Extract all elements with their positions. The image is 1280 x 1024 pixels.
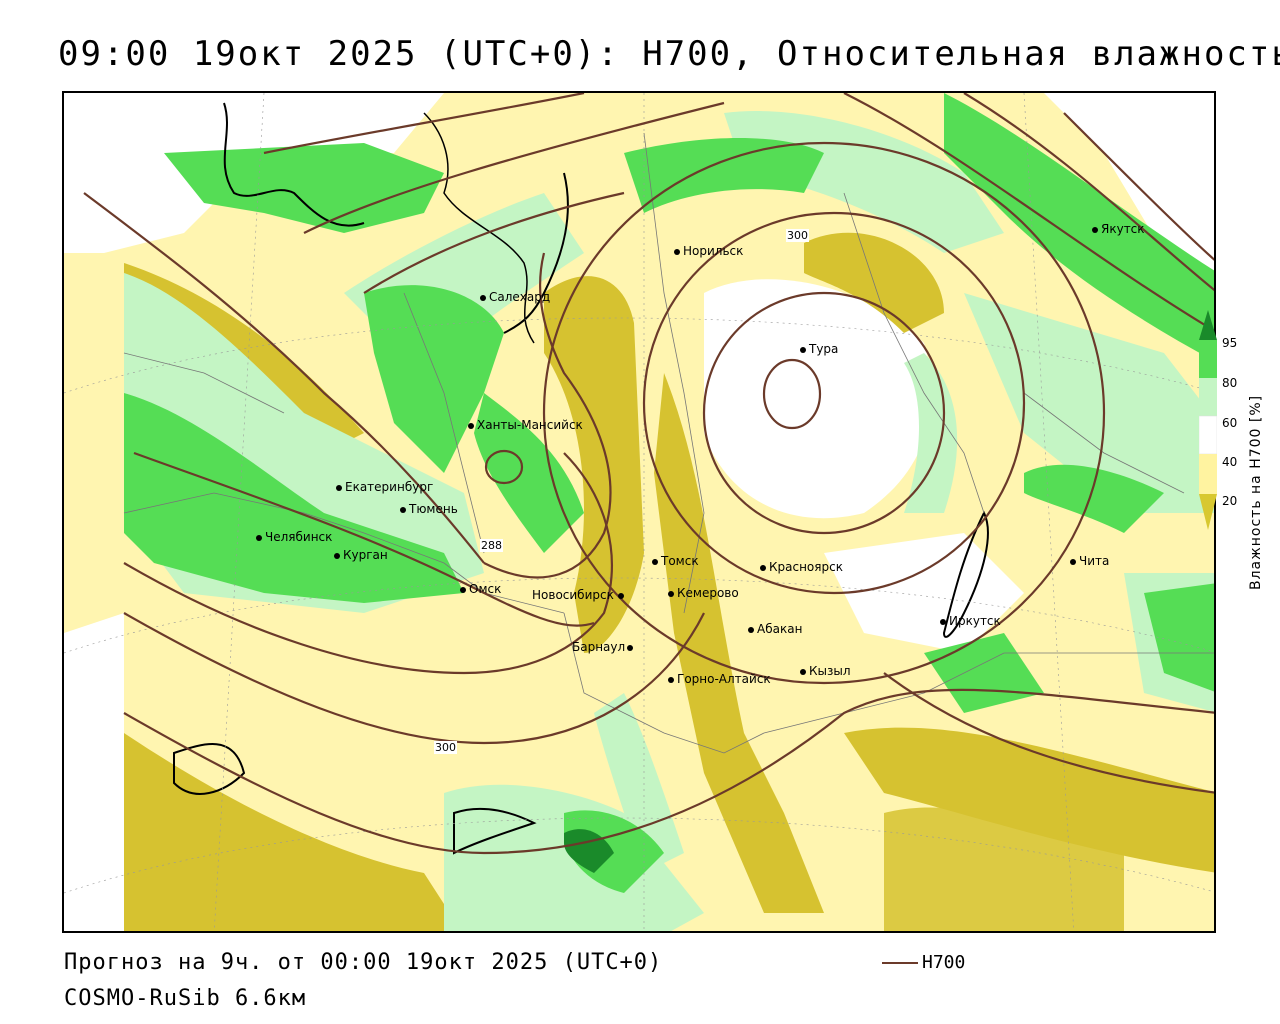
- humidity-field: [64, 93, 1214, 931]
- model-name: COSMO-RuSib 6.6км: [64, 986, 307, 1011]
- city-yakutsk: Якутск: [1092, 223, 1145, 235]
- city-marker-icon: [940, 618, 946, 625]
- city-kurgan: Курган: [334, 549, 388, 561]
- city-irkutsk: Иркутск: [940, 615, 1001, 627]
- colorbar-tick: 40: [1222, 455, 1238, 469]
- city-label: Омск: [469, 582, 502, 596]
- city-label: Красноярск: [769, 560, 843, 574]
- city-label: Салехард: [489, 290, 551, 304]
- city-label: Иркутск: [949, 614, 1001, 628]
- city-label: Челябинск: [265, 530, 333, 544]
- city-kyzyl: Кызыл: [800, 665, 851, 677]
- weather-map: Якутск Норильск Салехард Тура Ханты-Манс…: [62, 91, 1216, 933]
- forecast-info: Прогноз на 9ч. от 00:00 19окт 2025 (UTC+…: [64, 950, 663, 975]
- city-marker-icon: [674, 248, 680, 255]
- city-marker-icon: [760, 564, 766, 571]
- city-tura: Тура: [800, 343, 838, 355]
- city-label: Новосибирск: [532, 588, 614, 602]
- city-gorno-altaysk: Горно-Алтайск: [668, 673, 771, 685]
- contour-legend: H700: [882, 952, 965, 973]
- city-marker-icon: [668, 590, 674, 597]
- city-label: Курган: [343, 548, 388, 562]
- city-marker-icon: [668, 676, 674, 683]
- city-marker-icon: [617, 592, 624, 599]
- city-marker-icon: [1092, 226, 1098, 233]
- city-abakan: Абакан: [748, 623, 802, 635]
- city-label: Кемерово: [677, 586, 739, 600]
- city-label: Барнаул: [572, 640, 626, 654]
- city-label: Томск: [661, 554, 699, 568]
- city-marker-icon: [460, 586, 466, 593]
- city-label: Абакан: [757, 622, 803, 636]
- city-barnaul: Барнаул: [572, 641, 636, 653]
- city-tyumen: Тюмень: [400, 503, 458, 515]
- legend-label: H700: [922, 952, 966, 973]
- contour-line-icon: [882, 962, 918, 964]
- city-chelyabinsk: Челябинск: [256, 531, 332, 543]
- contour-label: 288: [480, 539, 503, 552]
- city-marker-icon: [800, 668, 806, 675]
- colorbar-tick: 95: [1222, 336, 1238, 350]
- city-novosibirsk: Новосибирск: [532, 589, 627, 601]
- city-khanty-mansiysk: Ханты-Мансийск: [468, 419, 583, 431]
- city-marker-icon: [748, 626, 754, 633]
- city-norilsk: Норильск: [674, 245, 743, 257]
- city-omsk: Омск: [460, 583, 501, 595]
- city-chita: Чита: [1070, 555, 1109, 567]
- city-label: Горно-Алтайск: [677, 672, 771, 686]
- contour-label: 300: [434, 741, 457, 754]
- city-marker-icon: [652, 558, 658, 565]
- city-label: Якутск: [1101, 222, 1145, 236]
- city-krasnoyarsk: Красноярск: [760, 561, 843, 573]
- city-marker-icon: [256, 534, 262, 541]
- city-marker-icon: [800, 346, 806, 353]
- city-label: Кызыл: [809, 664, 851, 678]
- city-marker-icon: [627, 644, 634, 651]
- city-tomsk: Томск: [652, 555, 699, 567]
- map-title: 09:00 19окт 2025 (UTC+0): H700, Относите…: [58, 34, 1280, 74]
- city-label: Екатеринбург: [345, 480, 434, 494]
- city-kemerovo: Кемерово: [668, 587, 739, 599]
- city-label: Тура: [809, 342, 839, 356]
- city-marker-icon: [400, 506, 406, 513]
- humidity-colorbar: [1199, 310, 1217, 530]
- city-label: Норильск: [683, 244, 744, 258]
- city-marker-icon: [334, 552, 340, 559]
- city-marker-icon: [468, 422, 474, 429]
- colorbar-tick: 60: [1222, 416, 1238, 430]
- colorbar-tick: 80: [1222, 376, 1238, 390]
- city-yekaterinburg: Екатеринбург: [336, 481, 433, 493]
- city-marker-icon: [336, 484, 342, 491]
- contour-label: 300: [786, 229, 809, 242]
- city-label: Чита: [1079, 554, 1110, 568]
- colorbar-label: Влажность на H700 [%]: [1248, 394, 1264, 590]
- colorbar-tick: 20: [1222, 494, 1238, 508]
- city-label: Тюмень: [409, 502, 458, 516]
- city-marker-icon: [1070, 558, 1076, 565]
- city-salekhard: Салехард: [480, 291, 550, 303]
- city-label: Ханты-Мансийск: [477, 418, 583, 432]
- city-marker-icon: [480, 294, 486, 301]
